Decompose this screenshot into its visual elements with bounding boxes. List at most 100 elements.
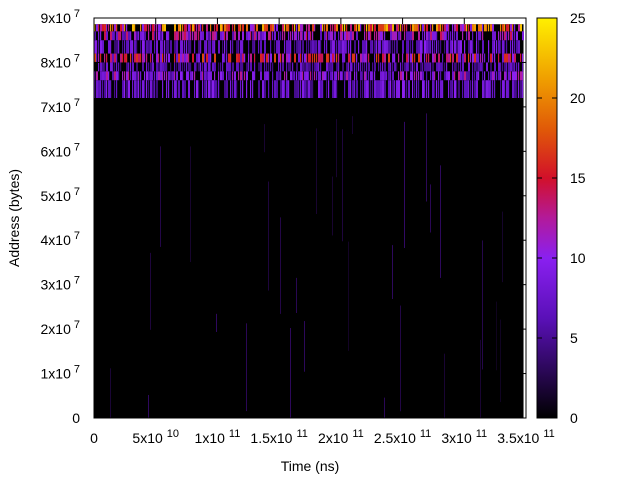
heatmap-cell bbox=[276, 40, 278, 54]
plot-frame bbox=[93, 17, 527, 419]
heatmap-cell bbox=[432, 40, 434, 54]
heatmap-cell bbox=[114, 71, 116, 81]
heatmap-cell bbox=[414, 53, 416, 63]
heatmap-cell bbox=[156, 62, 158, 72]
heatmap-cell bbox=[116, 80, 118, 98]
heatmap-cell bbox=[312, 53, 314, 63]
heatmap-cell bbox=[112, 24, 114, 32]
heatmap-cell bbox=[370, 31, 372, 41]
heatmap-cell bbox=[400, 305, 401, 412]
heatmap-cell bbox=[410, 71, 412, 81]
heatmap-cell bbox=[306, 62, 308, 72]
heatmap-cell bbox=[222, 71, 224, 81]
heatmap-cell bbox=[158, 71, 160, 81]
heatmap-cell bbox=[342, 62, 344, 72]
heatmap-cell bbox=[360, 53, 362, 63]
heatmap-cell bbox=[456, 40, 458, 54]
heatmap-cell bbox=[274, 31, 276, 41]
heatmap-cell bbox=[220, 31, 222, 41]
heatmap-cell bbox=[486, 80, 488, 98]
heatmap-cell bbox=[318, 40, 320, 54]
heatmap-cell bbox=[440, 24, 442, 32]
heatmap-cell bbox=[478, 53, 480, 63]
heatmap-cell bbox=[342, 24, 344, 32]
heatmap-cell bbox=[394, 40, 396, 54]
heatmap-cell bbox=[518, 71, 520, 81]
heatmap-cell bbox=[144, 40, 146, 54]
heatmap-cell bbox=[418, 40, 420, 54]
heatmap-cell bbox=[398, 71, 400, 81]
heatmap-cell bbox=[96, 53, 98, 63]
heatmap-cell bbox=[104, 24, 106, 32]
heatmap-cell bbox=[186, 31, 188, 41]
heatmap-cell bbox=[140, 24, 142, 32]
heatmap-cell bbox=[330, 31, 332, 41]
heatmap-cell bbox=[438, 24, 440, 32]
heatmap-cell bbox=[122, 31, 124, 41]
heatmap-cell bbox=[348, 53, 350, 63]
heatmap-cell bbox=[440, 71, 442, 81]
heatmap-cell bbox=[352, 53, 354, 63]
heatmap-cell bbox=[100, 31, 102, 41]
heatmap-cell bbox=[490, 24, 492, 32]
heatmap-cell bbox=[158, 53, 160, 63]
heatmap-cell bbox=[506, 53, 508, 63]
heatmap-cell bbox=[368, 53, 370, 63]
heatmap-cell bbox=[100, 40, 102, 54]
heatmap-cell bbox=[218, 71, 220, 81]
heatmap-cell bbox=[520, 53, 522, 63]
heatmap-cell bbox=[372, 71, 374, 81]
heatmap-cell bbox=[350, 40, 352, 54]
heatmap-cell bbox=[298, 71, 300, 81]
heatmap-cell bbox=[414, 62, 416, 72]
heatmap-cell bbox=[458, 40, 460, 54]
heatmap-cell bbox=[164, 24, 166, 32]
heatmap-cell bbox=[348, 40, 350, 54]
heatmap-cell bbox=[504, 40, 506, 54]
heatmap-cell bbox=[116, 31, 118, 41]
heatmap-cell bbox=[206, 31, 208, 41]
heatmap-cell bbox=[296, 71, 298, 81]
heatmap-cell bbox=[342, 53, 344, 63]
heatmap-cell bbox=[400, 24, 402, 32]
heatmap-cell bbox=[432, 80, 434, 98]
heatmap-cell bbox=[242, 24, 244, 32]
heatmap-cell bbox=[430, 71, 432, 81]
heatmap-cell bbox=[318, 71, 320, 81]
heatmap-cell bbox=[230, 71, 232, 81]
heatmap-cell bbox=[424, 53, 426, 63]
heatmap-cell bbox=[144, 53, 146, 63]
heatmap-cell bbox=[296, 31, 298, 41]
heatmap-cell bbox=[174, 40, 176, 54]
heatmap-cell bbox=[242, 31, 244, 41]
heatmap-cell bbox=[520, 24, 522, 32]
heatmap-cell bbox=[512, 62, 514, 72]
heatmap-cell bbox=[208, 31, 210, 41]
heatmap-cell bbox=[312, 31, 314, 41]
heatmap-cell bbox=[150, 80, 152, 98]
heatmap-cell bbox=[476, 53, 478, 63]
heatmap-cell bbox=[198, 62, 200, 72]
heatmap-cell bbox=[264, 124, 265, 153]
heatmap-cell bbox=[118, 62, 120, 72]
heatmap-cell bbox=[192, 31, 194, 41]
heatmap-cell bbox=[354, 24, 356, 32]
heatmap-cell bbox=[372, 40, 374, 54]
heatmap-cell bbox=[342, 31, 344, 41]
heatmap-cell bbox=[368, 80, 370, 98]
heatmap-cell bbox=[242, 53, 244, 63]
heatmap-cell bbox=[364, 80, 366, 98]
heatmap-cell bbox=[450, 80, 452, 98]
heatmap-cell bbox=[448, 31, 450, 41]
heatmap-cell bbox=[372, 80, 374, 98]
heatmap-cell bbox=[140, 40, 142, 54]
heatmap-cell bbox=[102, 71, 104, 81]
heatmap-cell bbox=[510, 53, 512, 63]
heatmap-cell bbox=[434, 53, 436, 63]
heatmap-cell bbox=[354, 62, 356, 72]
heatmap-cell bbox=[470, 24, 472, 32]
heatmap-cell bbox=[466, 31, 468, 41]
heatmap-cell bbox=[224, 53, 226, 63]
heatmap-cell bbox=[416, 62, 418, 72]
heatmap-cell bbox=[166, 31, 168, 41]
